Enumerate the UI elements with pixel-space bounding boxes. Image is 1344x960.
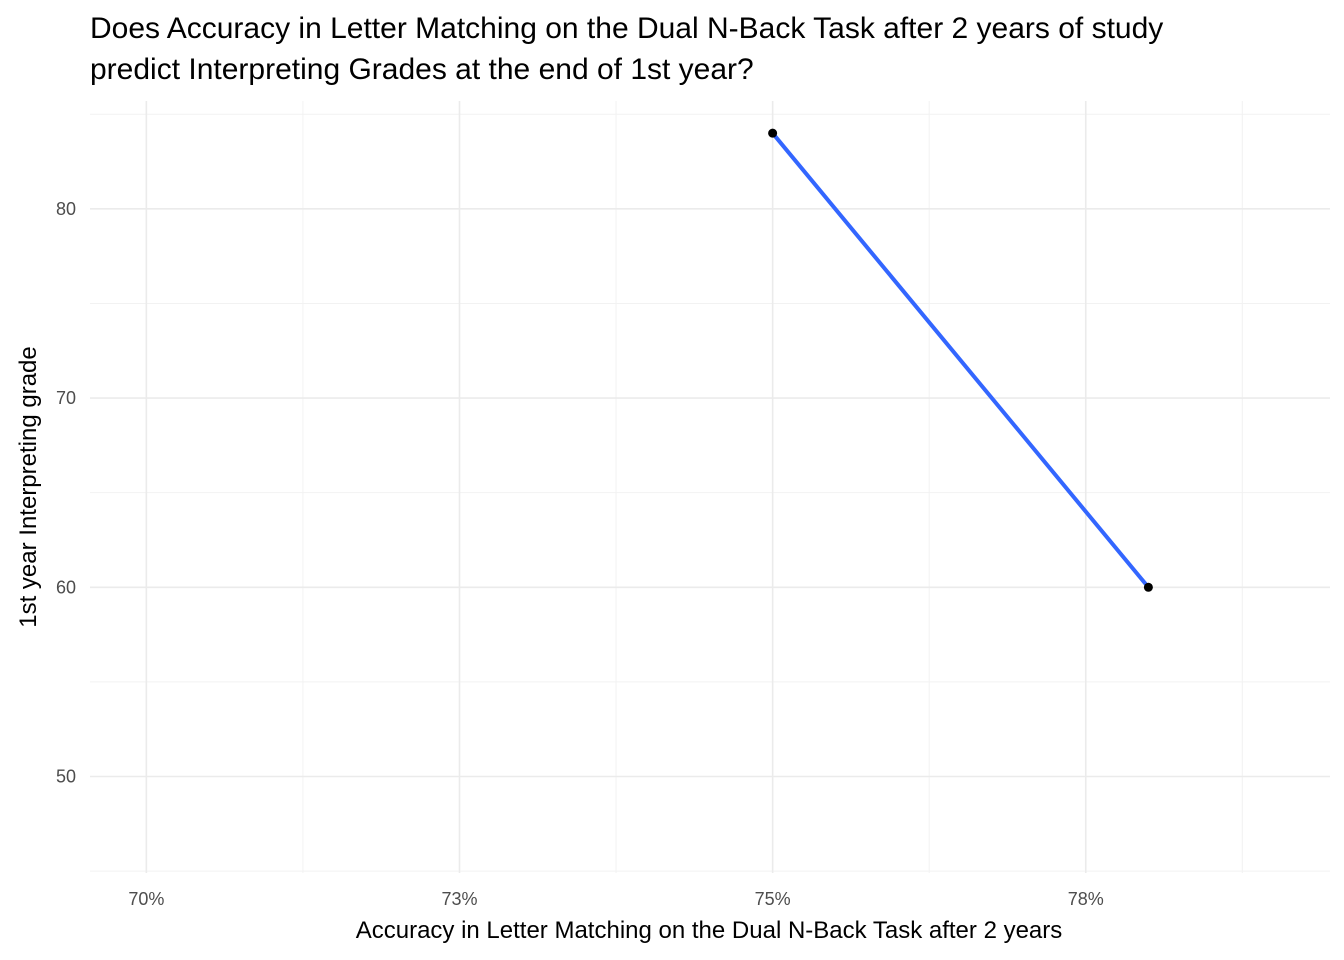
y-tick-label: 60 [56, 577, 76, 597]
x-tick-label: 70% [128, 889, 164, 909]
chart-title-line-2: predict Interpreting Grades at the end o… [90, 53, 754, 86]
chart-title-line-1: Does Accuracy in Letter Matching on the … [90, 12, 1164, 45]
points-layer [768, 128, 1153, 592]
y-tick-label: 80 [56, 199, 76, 219]
x-tick-label: 78% [1068, 889, 1104, 909]
regression-line [770, 131, 1151, 590]
x-tick-labels: 70% 73% 75% 78% [128, 889, 1103, 909]
y-axis-title: 1st year Interpreting grade [15, 346, 42, 628]
y-tick-label: 50 [56, 767, 76, 787]
x-axis-title: Accuracy in Letter Matching on the Dual … [356, 917, 1063, 944]
x-tick-label: 75% [755, 889, 791, 909]
data-point [1143, 582, 1153, 592]
fit-line-layer [770, 131, 1151, 590]
y-tick-label: 70 [56, 388, 76, 408]
major-grid [90, 101, 1330, 873]
x-tick-label: 73% [441, 889, 477, 909]
minor-grid [90, 101, 1330, 873]
data-point [768, 128, 778, 138]
y-tick-labels: 50 60 70 80 [56, 199, 76, 787]
